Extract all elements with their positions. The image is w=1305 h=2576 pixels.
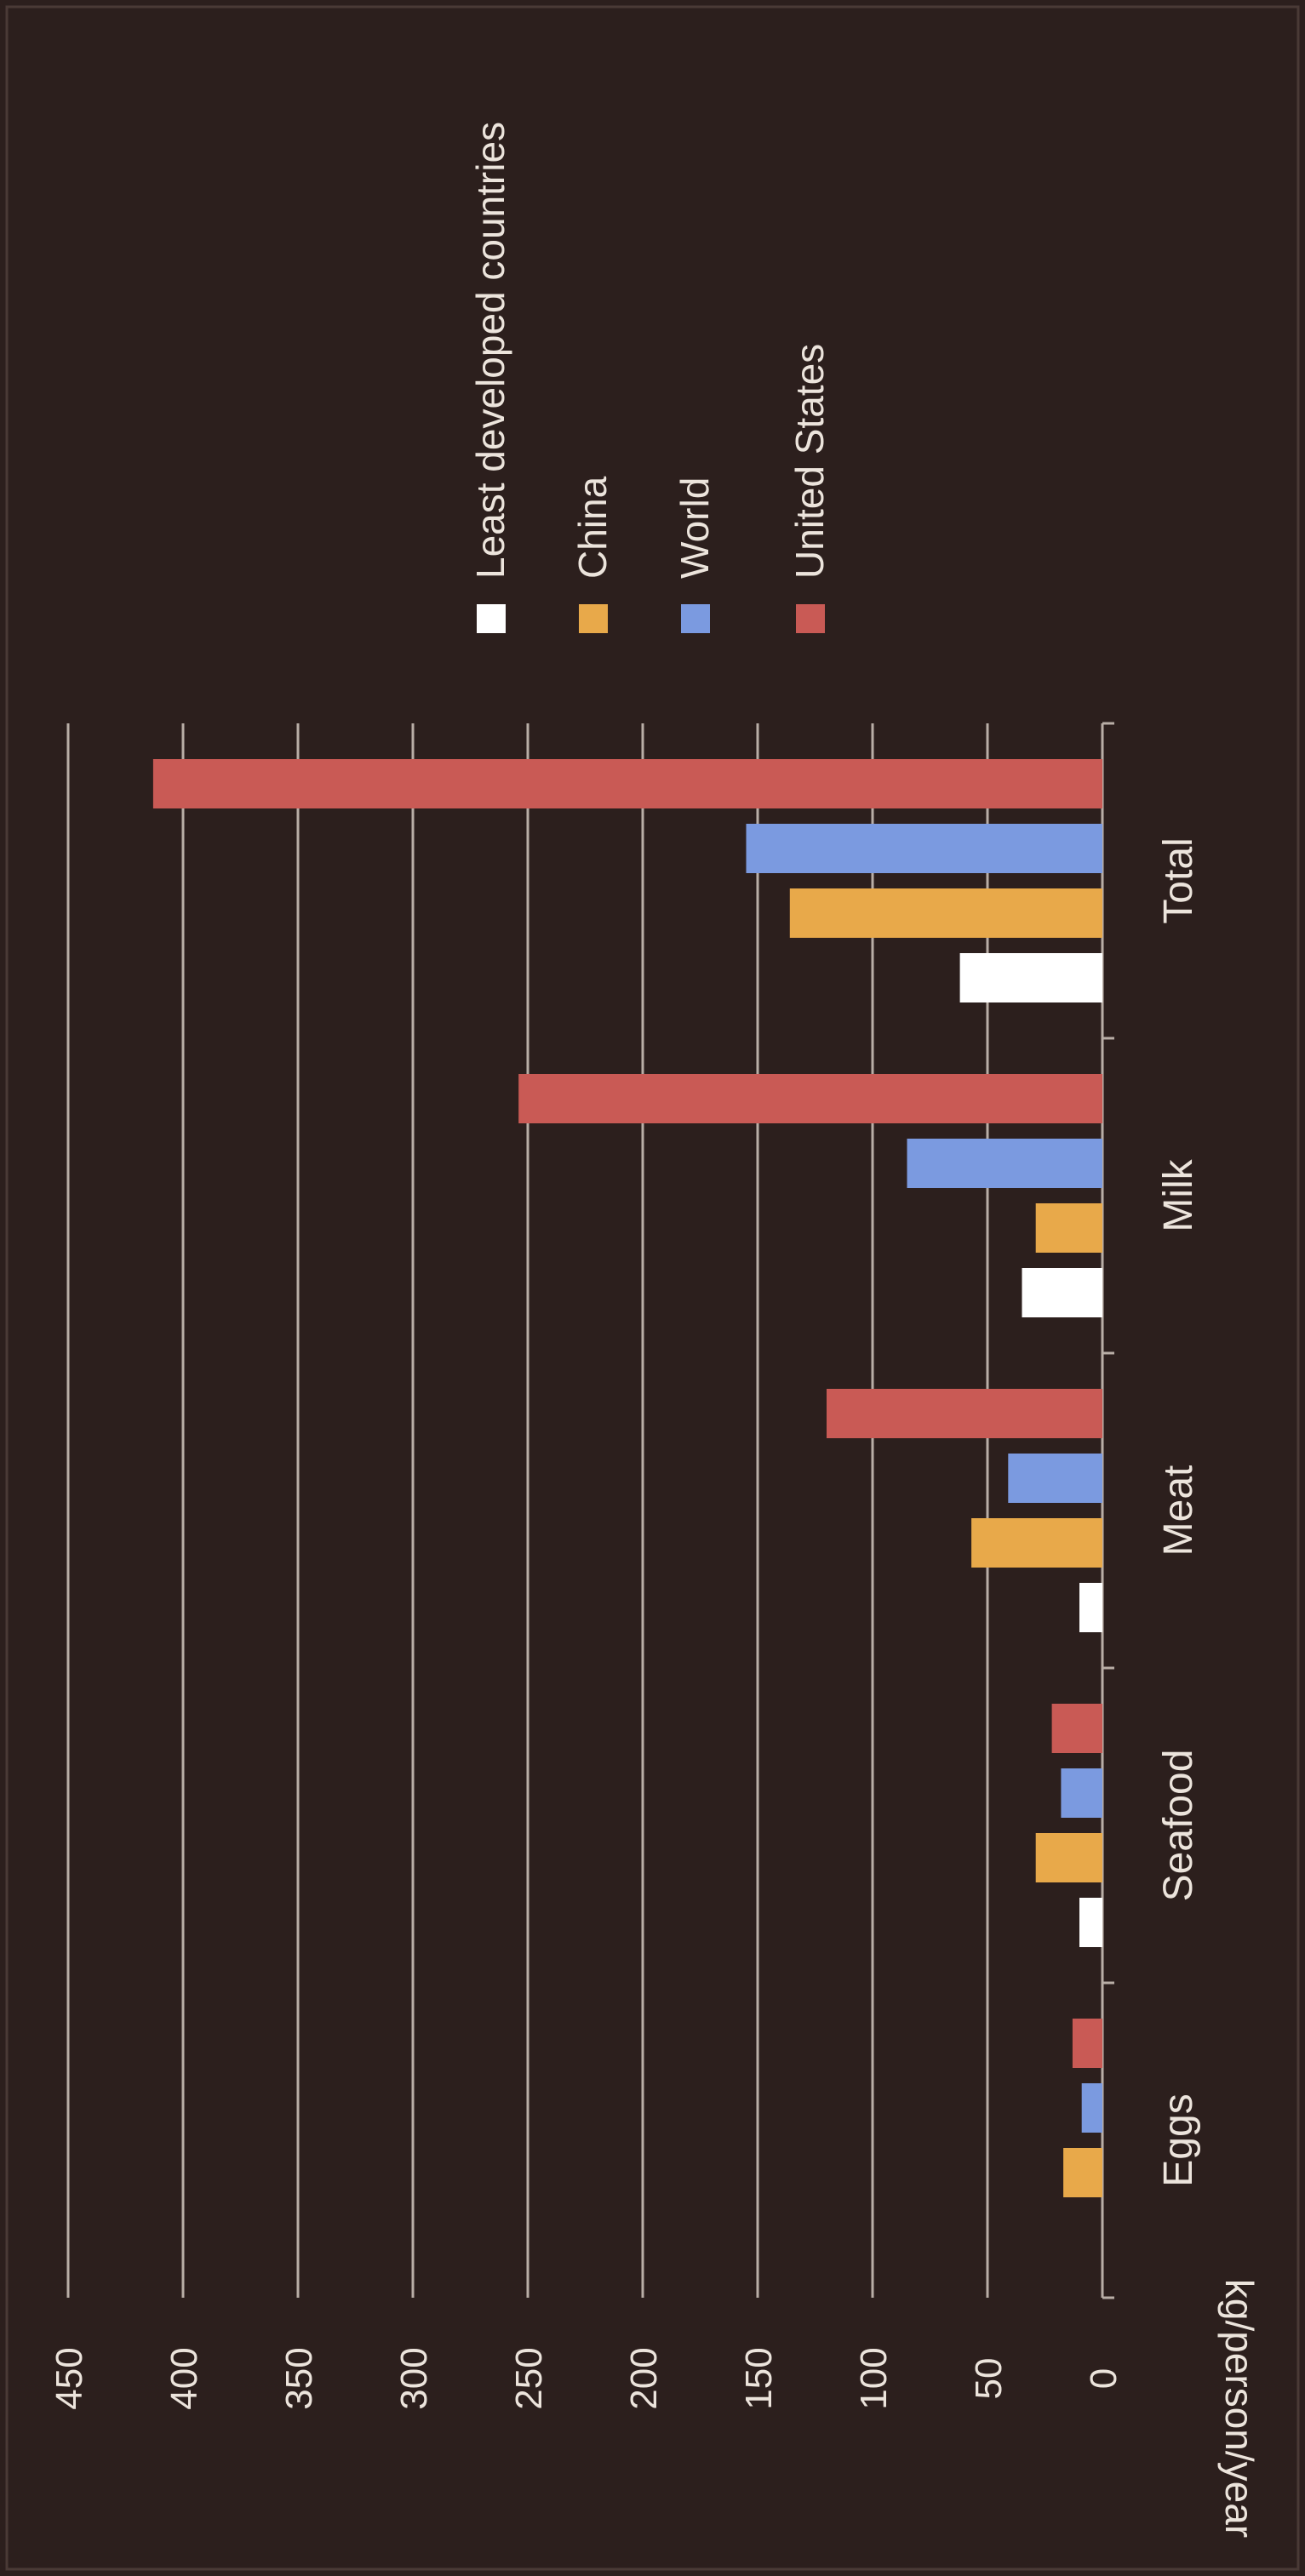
legend-swatch bbox=[477, 604, 506, 633]
legend-label: Least developed countries bbox=[468, 122, 512, 579]
category-label: Seafood bbox=[1156, 1750, 1201, 1902]
category-label: Eggs bbox=[1156, 2093, 1201, 2186]
y-tick-label: 350 bbox=[278, 2347, 320, 2409]
legend-label: United States bbox=[787, 344, 832, 579]
legend: Least developed countries China World Unite… bbox=[468, 122, 832, 633]
y-tick-label: 100 bbox=[853, 2347, 895, 2409]
bar-china-eggs bbox=[1063, 2148, 1102, 2197]
legend-swatch bbox=[579, 604, 608, 633]
bar-china-milk bbox=[1035, 1203, 1102, 1253]
chart-frame bbox=[5, 5, 1300, 2571]
bar-world-eggs bbox=[1081, 2083, 1102, 2133]
y-tick-label: 400 bbox=[163, 2347, 205, 2409]
legend-label: World bbox=[673, 477, 717, 579]
y-tick-label: 300 bbox=[393, 2347, 435, 2409]
bar-least-developed-countries-milk bbox=[1022, 1268, 1102, 1317]
y-tick-label: 200 bbox=[623, 2347, 665, 2409]
legend-swatch bbox=[796, 604, 825, 633]
bar-china-meat bbox=[971, 1518, 1102, 1568]
bar-world-total bbox=[746, 824, 1102, 873]
legend-label: China bbox=[570, 476, 615, 579]
bar-united-states-milk bbox=[518, 1074, 1102, 1123]
bar-united-states-total bbox=[152, 759, 1102, 808]
bar-least-developed-countries-seafood bbox=[1079, 1898, 1102, 1947]
y-tick-label: 0 bbox=[1083, 2368, 1125, 2389]
bar-china-total bbox=[789, 888, 1102, 938]
bar-united-states-meat bbox=[827, 1389, 1102, 1438]
bar-least-developed-countries-meat bbox=[1079, 1583, 1102, 1632]
y-tick-label: 450 bbox=[49, 2347, 90, 2409]
y-tick-label: 50 bbox=[968, 2358, 1010, 2400]
y-tick-label: 150 bbox=[738, 2347, 780, 2409]
bar-china-seafood bbox=[1035, 1833, 1102, 1882]
bar-world-seafood bbox=[1061, 1768, 1102, 1818]
y-tick-label: 250 bbox=[508, 2347, 550, 2409]
plot-area: 0 50 100 150 200 250 300 350 400 450 Eggs Seafood Me… bbox=[5, 5, 1300, 2571]
category-label: Total bbox=[1156, 837, 1201, 923]
legend-swatch bbox=[681, 604, 710, 633]
category-label: Milk bbox=[1156, 1158, 1201, 1231]
bar-world-meat bbox=[1008, 1454, 1102, 1503]
category-label: Meat bbox=[1156, 1465, 1201, 1556]
bar-united-states-seafood bbox=[1051, 1704, 1102, 1753]
y-axis-title: kg/person/year bbox=[1217, 2279, 1262, 2538]
bar-united-states-eggs bbox=[1072, 2019, 1102, 2068]
bar-least-developed-countries-total bbox=[959, 953, 1102, 1002]
bar-world-milk bbox=[907, 1139, 1102, 1188]
